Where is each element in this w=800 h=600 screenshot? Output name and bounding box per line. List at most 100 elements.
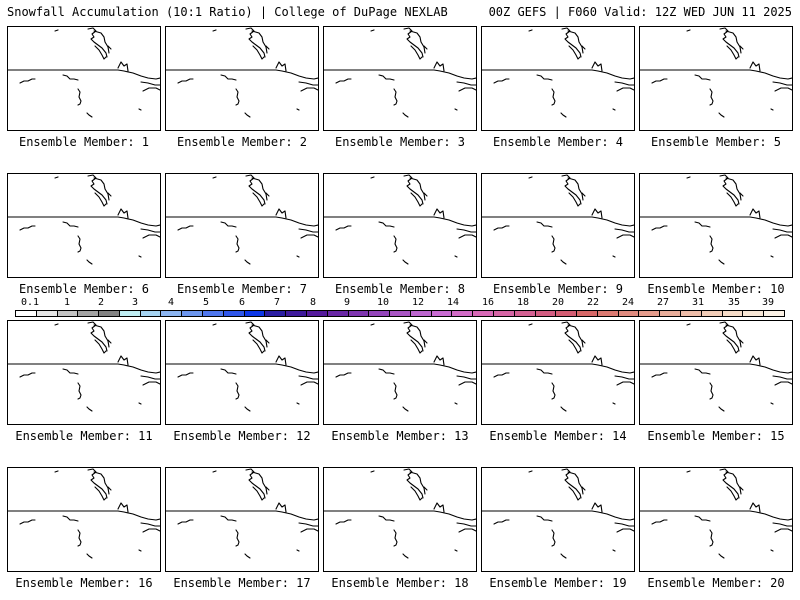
colorbar-segment [161,311,183,316]
colorbar-segment [99,311,120,316]
map-outline [8,321,160,412]
colorbar-segment [140,311,162,316]
colorbar-segment [410,311,432,316]
ensemble-member-7-map [165,173,319,278]
ensemble-member-18-map [323,467,477,572]
ensemble-member-8-map [323,173,477,278]
map-outline [166,174,318,265]
map-outline [8,174,160,265]
ensemble-member-12-map [165,320,319,425]
colorbar-tick-label: 10 [376,297,390,308]
map-outline [8,468,160,559]
colorbar-tick-label: 3 [131,297,139,308]
model-run-info: 00Z GEFS | F060 Valid: 12Z WED JUN 11 20… [488,5,792,19]
ensemble-member-9-map [481,173,635,278]
map-outline [482,174,634,265]
map-outline [324,174,476,265]
colorbar-segment [452,311,474,316]
colorbar-segment [493,311,515,316]
ensemble-member-15-label: Ensemble Member: 15 [647,429,785,443]
map-outline [324,27,476,118]
colorbar-tick-label: 7 [273,297,281,308]
colorbar-tick-label: 31 [691,297,705,308]
colorbar-segment [743,311,765,316]
ensemble-member-15-map [639,320,793,425]
chart-title: Snowfall Accumulation (10:1 Ratio) | Col… [7,5,448,19]
ensemble-member-14-label: Ensemble Member: 14 [489,429,627,443]
colorbar-segment [597,311,619,316]
colorbar-segment [681,311,702,316]
colorbar-tick-label: 18 [516,297,530,308]
colorbar-segment [639,311,661,316]
map-outline [8,27,160,118]
map-outline [324,321,476,412]
colorbar-segment [514,311,536,316]
colorbar-tick-label: 22 [586,297,600,308]
colorbar-segment [369,311,391,316]
ensemble-member-17-label: Ensemble Member: 17 [173,576,311,590]
colorbar-segment [57,311,79,316]
ensemble-member-4-label: Ensemble Member: 4 [492,135,624,149]
ensemble-member-2-label: Ensemble Member: 2 [176,135,308,149]
colorbar-segment [390,311,411,316]
snowfall-colorbar [15,310,785,317]
ensemble-member-2-map [165,26,319,131]
ensemble-member-3-map [323,26,477,131]
colorbar-tick-label: 1 [63,297,71,308]
colorbar-segment [327,311,349,316]
ensemble-member-19-label: Ensemble Member: 19 [489,576,627,590]
ensemble-member-1-label: Ensemble Member: 1 [18,135,150,149]
ensemble-member-1-map [7,26,161,131]
colorbar-tick-label: 16 [481,297,495,308]
ensemble-member-5-label: Ensemble Member: 5 [650,135,782,149]
map-outline [166,468,318,559]
ensemble-member-7-label: Ensemble Member: 7 [176,282,308,296]
colorbar-segment [286,311,307,316]
map-outline [324,468,476,559]
ensemble-member-13-map [323,320,477,425]
colorbar-segment [556,311,578,316]
map-outline [640,174,792,265]
colorbar-segment [722,311,744,316]
ensemble-member-6-map [7,173,161,278]
colorbar-segment [223,311,245,316]
colorbar-segment [36,311,58,316]
ensemble-member-10-map [639,173,793,278]
ensemble-member-14-map [481,320,635,425]
colorbar-segment [119,311,141,316]
map-outline [640,27,792,118]
colorbar-tick-label: 12 [411,297,425,308]
ensemble-member-13-label: Ensemble Member: 13 [331,429,469,443]
ensemble-member-6-label: Ensemble Member: 6 [18,282,150,296]
ensemble-member-9-label: Ensemble Member: 9 [492,282,624,296]
colorbar-tick-label: 9 [343,297,351,308]
colorbar-segment [306,311,328,316]
colorbar-tick-label: 35 [727,297,741,308]
ensemble-member-19-map [481,467,635,572]
colorbar-segment [16,311,37,316]
colorbar-segment [535,311,557,316]
map-outline [640,468,792,559]
colorbar-segment [660,311,681,316]
ensemble-member-8-label: Ensemble Member: 8 [334,282,466,296]
ensemble-member-20-label: Ensemble Member: 20 [647,576,785,590]
colorbar-tick-label: 8 [309,297,317,308]
map-outline [482,468,634,559]
colorbar-tick-label: 4 [167,297,175,308]
colorbar-segment [348,311,370,316]
ensemble-member-16-label: Ensemble Member: 16 [15,576,153,590]
ensemble-member-4-map [481,26,635,131]
colorbar-segment [244,311,266,316]
colorbar-segment [203,311,224,316]
colorbar-segment [764,311,784,316]
ensemble-member-5-map [639,26,793,131]
map-outline [640,321,792,412]
colorbar-tick-label: 27 [656,297,670,308]
colorbar-segment [265,311,287,316]
colorbar-segment [577,311,598,316]
colorbar-segment [431,311,453,316]
ensemble-member-16-map [7,467,161,572]
map-outline [166,321,318,412]
colorbar-segment [78,311,100,316]
colorbar-tick-label: 24 [621,297,635,308]
